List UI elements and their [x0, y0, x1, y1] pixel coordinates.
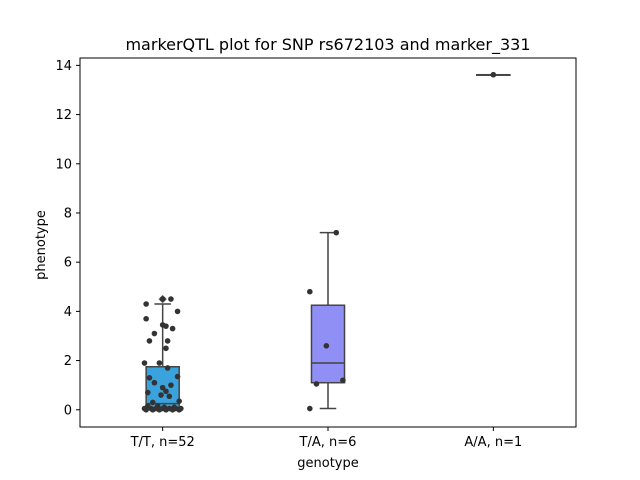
data-point [169, 325, 176, 332]
y-tick-label: 0 [64, 403, 72, 418]
data-point [151, 330, 158, 337]
data-point [144, 389, 151, 396]
chart-title: markerQTL plot for SNP rs672103 and mark… [125, 35, 530, 55]
x-tick-label: A/A, n=1 [464, 435, 522, 450]
data-point [163, 345, 169, 352]
data-point [143, 406, 149, 413]
data-point [323, 343, 330, 349]
data-point [168, 382, 174, 388]
data-point [174, 308, 181, 315]
x-axis-label: genotype [297, 456, 358, 471]
data-point [176, 406, 182, 413]
data-point [149, 399, 156, 406]
data-point [307, 288, 313, 295]
data-point [174, 373, 181, 380]
data-point [163, 406, 169, 413]
data-point [159, 384, 166, 391]
data-point [143, 315, 149, 322]
data-point [340, 377, 346, 384]
y-tick-label: 12 [55, 108, 72, 123]
data-point [490, 71, 497, 78]
x-tick-label: T/A, n=6 [299, 435, 357, 450]
x-tick-label: T/T, n=52 [130, 435, 195, 450]
data-point [151, 379, 158, 386]
data-point [166, 393, 173, 400]
y-tick-label: 2 [64, 354, 72, 369]
data-point [164, 338, 171, 344]
data-point [163, 323, 169, 329]
data-point [146, 338, 153, 344]
data-point [149, 406, 156, 413]
data-point [141, 360, 148, 366]
data-point [169, 406, 176, 413]
data-point [333, 229, 340, 236]
y-tick-label: 8 [64, 206, 72, 221]
data-point [168, 296, 174, 302]
data-point [307, 405, 313, 412]
data-point [164, 365, 171, 371]
y-tick-label: 6 [64, 256, 72, 271]
y-tick-label: 10 [55, 157, 72, 172]
data-point [156, 406, 163, 413]
y-axis-label: phenotype [34, 210, 49, 280]
data-point [143, 301, 149, 307]
y-tick-label: 4 [64, 305, 72, 320]
data-point [146, 375, 153, 381]
y-tick-label: 14 [55, 59, 72, 74]
data-point [156, 360, 163, 366]
data-point [313, 381, 320, 387]
data-point [158, 392, 164, 398]
plot-area: 0 2 4 6 8 10 12 14 T/T, n=52 T/A, n=6 A/A, n=1 [55, 57, 577, 450]
data-point [176, 398, 182, 404]
data-point [159, 296, 166, 302]
data-point [163, 388, 169, 395]
